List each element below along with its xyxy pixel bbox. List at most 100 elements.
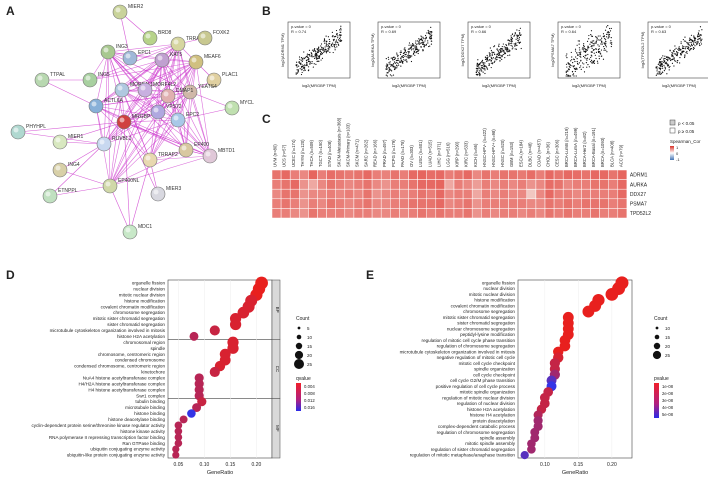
scatter-point bbox=[484, 69, 486, 71]
scatter-point bbox=[685, 46, 687, 48]
heatmap-column-label: HNSC-HPV+ (n=98) bbox=[491, 129, 496, 167]
network-node bbox=[34, 72, 50, 88]
scatter-point bbox=[486, 54, 488, 57]
scatter-point bbox=[689, 49, 691, 52]
scatter-point bbox=[598, 57, 600, 60]
scatter-point bbox=[576, 52, 578, 54]
scatter-point bbox=[399, 53, 402, 55]
scatter-point bbox=[595, 42, 597, 44]
scatter-point bbox=[387, 71, 389, 74]
heatmap-cell bbox=[299, 179, 309, 190]
scatter-point bbox=[429, 33, 431, 36]
scatter-point bbox=[414, 45, 416, 47]
scatter-point bbox=[671, 62, 674, 64]
heatmap-cell bbox=[371, 198, 382, 209]
scatter-point bbox=[388, 69, 390, 71]
scatter-point bbox=[582, 66, 584, 68]
heatmap-cell bbox=[535, 169, 546, 180]
scatter-point bbox=[515, 48, 518, 50]
scatter-point bbox=[421, 36, 423, 38]
heatmap-cell bbox=[362, 179, 373, 190]
scatter-point bbox=[429, 31, 432, 33]
scatter-point bbox=[476, 73, 478, 75]
scatter-point bbox=[427, 40, 429, 42]
size-legend-dot bbox=[652, 350, 662, 360]
scatter-point bbox=[393, 68, 396, 71]
scatter-point bbox=[406, 56, 408, 58]
scatter-point bbox=[313, 48, 315, 51]
network-node-label: MBTD1 bbox=[218, 148, 235, 154]
scatter-point bbox=[576, 61, 578, 63]
data-point bbox=[197, 397, 207, 407]
size-legend-label: 10 bbox=[665, 326, 671, 331]
scatter-point bbox=[591, 51, 593, 53]
scatter-point bbox=[507, 39, 510, 41]
scatter-point bbox=[429, 35, 431, 37]
scatter-point bbox=[307, 58, 310, 60]
scatter-point bbox=[325, 48, 327, 51]
scatter-point bbox=[664, 66, 666, 68]
scatter-point bbox=[499, 52, 501, 54]
scatter-point bbox=[302, 59, 304, 61]
scatter-point bbox=[484, 58, 487, 61]
scatter-point bbox=[590, 45, 593, 47]
scatter-point bbox=[409, 56, 411, 58]
heatmap-column-label: UCEC (n=174) bbox=[291, 139, 296, 167]
heatmap-column-label: THCA (n=509) bbox=[309, 140, 314, 167]
scatter-point bbox=[610, 40, 612, 42]
color-legend-title: pvalue bbox=[654, 376, 669, 382]
scatter-point bbox=[400, 61, 402, 64]
scatter-point bbox=[503, 46, 505, 48]
scatter-point bbox=[604, 37, 606, 40]
scatter-point bbox=[325, 44, 327, 46]
size-legend-title: Count bbox=[654, 316, 668, 322]
scatter-point bbox=[488, 52, 490, 54]
scatter-point bbox=[397, 64, 400, 66]
scatter-point bbox=[659, 72, 661, 74]
scatter-point bbox=[573, 67, 576, 70]
scatter-point bbox=[396, 61, 398, 64]
scatter-point bbox=[404, 59, 406, 62]
heatmap-cell bbox=[490, 169, 500, 180]
scatter-point bbox=[391, 57, 394, 59]
network-edge bbox=[109, 185, 131, 233]
heatmap-cell bbox=[535, 198, 546, 209]
data-point bbox=[192, 403, 202, 413]
scatter-point bbox=[414, 42, 417, 44]
network-node-highlight bbox=[145, 33, 151, 39]
heatmap-cell bbox=[562, 188, 573, 200]
scatter-ylabel: log2(TPD52L2 TPM) bbox=[640, 31, 645, 68]
network-node-highlight bbox=[125, 53, 131, 59]
scatter-point bbox=[475, 71, 477, 73]
scatter-point bbox=[388, 67, 390, 69]
heatmap-column-label: READ (n=166) bbox=[373, 139, 378, 167]
scatter-point bbox=[480, 65, 482, 67]
data-point bbox=[582, 305, 595, 318]
data-point bbox=[172, 445, 180, 453]
network-node-highlight bbox=[153, 189, 159, 195]
scatter-point bbox=[595, 36, 597, 38]
scatter-point bbox=[312, 66, 314, 68]
scatter-point bbox=[658, 67, 660, 69]
scatter-point bbox=[673, 51, 675, 53]
scatter-point bbox=[671, 53, 673, 55]
scatter-point bbox=[306, 63, 308, 65]
network-node-highlight bbox=[181, 145, 187, 151]
scatter-point bbox=[569, 75, 572, 77]
network-edge bbox=[195, 61, 211, 157]
scatter-point bbox=[408, 53, 410, 55]
scatter-point bbox=[406, 61, 408, 63]
scatter-point bbox=[339, 40, 341, 42]
scatter-point bbox=[679, 48, 681, 50]
network-edge bbox=[144, 61, 197, 91]
scatter-point bbox=[323, 38, 326, 40]
category-label: Swr1 complex bbox=[136, 393, 166, 398]
scatter-point bbox=[661, 60, 663, 63]
scatter-point bbox=[584, 55, 586, 57]
scatter-point bbox=[583, 63, 585, 65]
scatter-point bbox=[584, 57, 586, 59]
scatter-point bbox=[580, 65, 582, 67]
scatter-point bbox=[308, 54, 310, 56]
data-point bbox=[174, 421, 183, 430]
scatter-point bbox=[683, 45, 685, 48]
